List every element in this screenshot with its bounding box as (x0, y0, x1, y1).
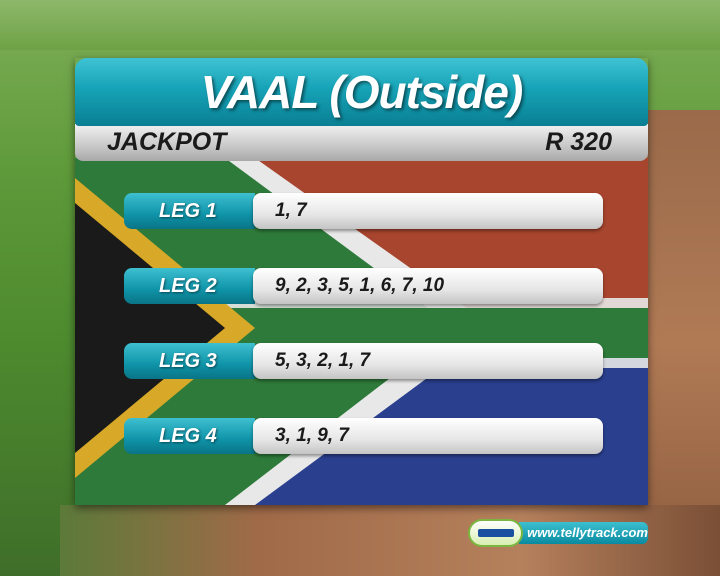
website-url: www.tellytrack.com (519, 522, 648, 544)
leg-row: LEG 3 5, 3, 2, 1, 7 (124, 343, 603, 379)
leg-label: LEG 4 (124, 418, 255, 454)
leg-row: LEG 1 1, 7 (124, 193, 603, 229)
jackpot-panel: VAAL (Outside) JACKPOT R 320 LEG 1 1, 7 … (75, 58, 648, 505)
leg-row: LEG 4 3, 1, 9, 7 (124, 418, 603, 454)
jackpot-label: JACKPOT (107, 128, 227, 156)
leg-label: LEG 2 (124, 268, 255, 304)
leg-label: LEG 1 (124, 193, 255, 229)
tellytrack-logo (468, 519, 524, 547)
page-title: VAAL (Outside) (75, 58, 648, 126)
leg-label: LEG 3 (124, 343, 255, 379)
leg-selections: 3, 1, 9, 7 (253, 418, 603, 454)
background-racecourse-fence (0, 0, 720, 50)
jackpot-bar: JACKPOT R 320 (75, 124, 648, 161)
jackpot-amount: R 320 (545, 128, 612, 156)
leg-selections: 1, 7 (253, 193, 603, 229)
leg-selections: 5, 3, 2, 1, 7 (253, 343, 603, 379)
leg-selections: 9, 2, 3, 5, 1, 6, 7, 10 (253, 268, 603, 304)
leg-row: LEG 2 9, 2, 3, 5, 1, 6, 7, 10 (124, 268, 603, 304)
tellytrack-branding: www.tellytrack.com (468, 519, 648, 547)
background-parade-ring (640, 110, 720, 576)
